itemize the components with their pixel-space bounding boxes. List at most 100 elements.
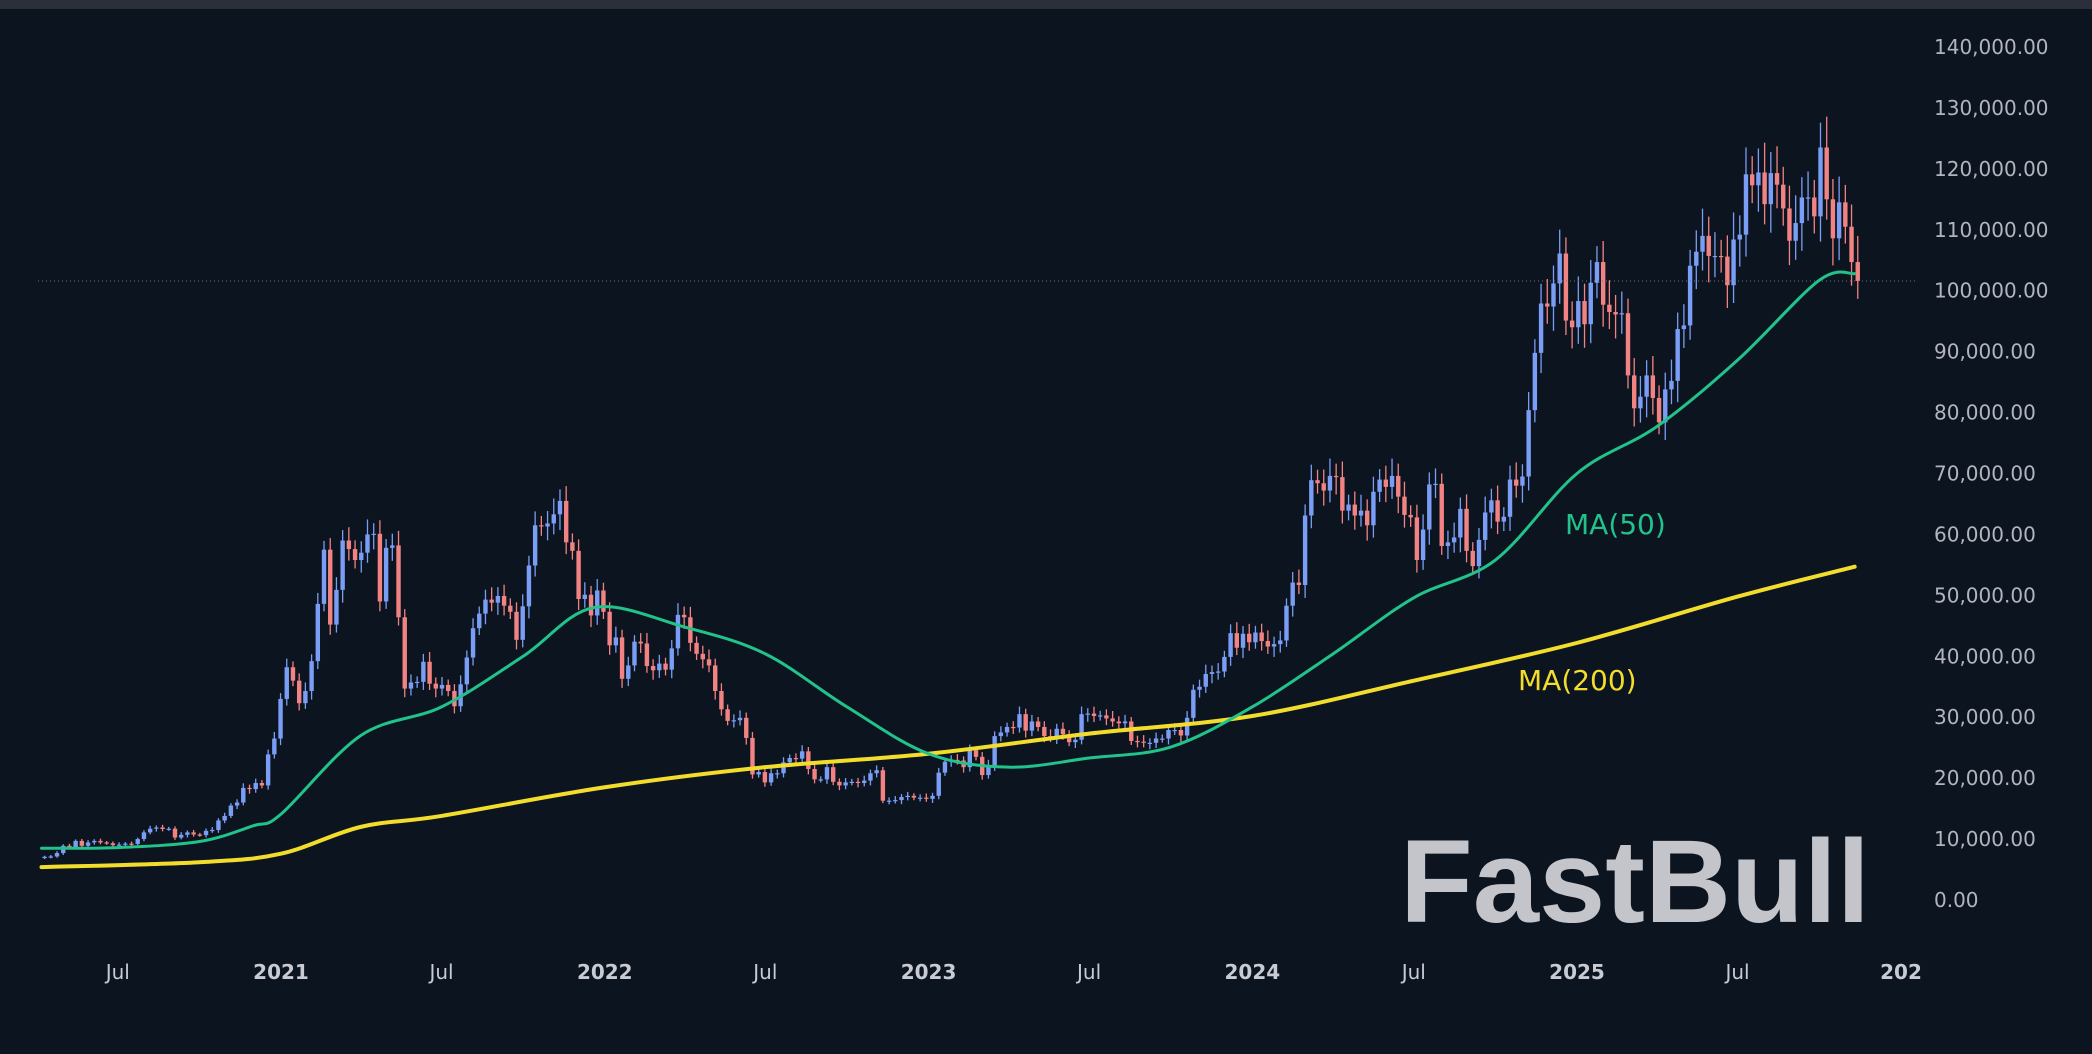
candle-body — [483, 599, 488, 614]
candle-body — [1557, 253, 1562, 284]
candle — [483, 589, 488, 625]
candle — [1066, 730, 1072, 747]
candle-body — [762, 772, 768, 783]
y-tick-label: 80,000.00 — [1934, 401, 2036, 425]
candle-body — [1309, 480, 1314, 516]
candle-body — [750, 737, 755, 775]
candle — [433, 677, 438, 698]
candle — [818, 776, 823, 783]
candle — [48, 854, 54, 859]
x-tick-label: Jul — [104, 960, 130, 984]
candle — [793, 753, 799, 764]
candle — [1495, 485, 1500, 535]
candle-body — [669, 648, 674, 670]
candle-body — [1066, 734, 1072, 743]
candle — [396, 530, 401, 626]
candle-body — [1054, 728, 1059, 738]
candle — [1718, 239, 1724, 273]
candle-body — [1737, 234, 1742, 240]
candle-body — [1228, 633, 1233, 657]
candle-body — [539, 525, 544, 527]
candle-body — [768, 773, 774, 783]
candle — [520, 594, 525, 648]
candle-body — [1743, 174, 1749, 235]
candle — [893, 795, 898, 804]
candle — [700, 645, 705, 669]
candle-body — [626, 665, 631, 679]
candle-body — [1818, 147, 1823, 217]
candle — [489, 587, 494, 612]
candle — [582, 582, 588, 608]
candle-body — [744, 717, 749, 738]
candle — [843, 778, 848, 790]
candle — [886, 797, 892, 805]
candle — [383, 539, 389, 609]
candle-body — [657, 663, 662, 671]
candle-body — [1756, 172, 1761, 186]
candle — [1439, 473, 1444, 555]
candle — [1563, 237, 1569, 336]
candle — [1694, 230, 1699, 290]
candle-body — [346, 540, 352, 550]
candle-body — [1352, 504, 1357, 516]
candle — [1526, 391, 1531, 491]
candle — [1079, 706, 1084, 745]
top-bar — [0, 0, 2092, 9]
candle-body — [862, 780, 867, 784]
candle-body — [706, 659, 712, 666]
candle-body — [1427, 484, 1432, 530]
x-tick-label: 202 — [1880, 960, 1922, 984]
candle — [309, 654, 314, 700]
candle — [806, 747, 811, 775]
candle — [1420, 514, 1426, 570]
candle-body — [48, 856, 54, 858]
candle-body — [855, 781, 861, 784]
candle — [315, 592, 321, 670]
candle — [1514, 462, 1519, 498]
ma200-line — [39, 564, 1857, 870]
candle-body — [1234, 633, 1240, 648]
candle — [1178, 725, 1184, 743]
candle-body — [1613, 312, 1618, 315]
candle — [1458, 497, 1463, 553]
candle-body — [464, 657, 470, 685]
candle — [539, 515, 544, 536]
candle-body — [787, 758, 792, 763]
x-axis[interactable]: Jul 2021 Jul 2022 Jul 2023 Jul 2024 Jul 2025 Jul 20… — [104, 960, 1922, 984]
candle — [303, 682, 308, 709]
candle-body — [321, 549, 327, 604]
candle — [321, 540, 327, 612]
candle-body — [1104, 715, 1109, 719]
candle — [352, 540, 358, 569]
candle — [1333, 463, 1339, 495]
candle — [613, 626, 619, 653]
candle — [1576, 276, 1581, 344]
candle — [1135, 735, 1140, 748]
candle-body — [1135, 740, 1140, 743]
candle-body — [1700, 235, 1705, 252]
candle — [1290, 572, 1295, 617]
candle-body — [1569, 320, 1575, 328]
candle-body — [1302, 515, 1308, 585]
candle — [1427, 472, 1432, 545]
candle-body — [775, 773, 780, 775]
candle — [675, 603, 681, 656]
candle — [1756, 148, 1761, 212]
candle — [1501, 507, 1507, 532]
candle — [1160, 734, 1165, 743]
candle — [110, 841, 116, 848]
candle-body — [713, 665, 718, 692]
candle-body — [1712, 255, 1718, 258]
candle — [346, 527, 352, 561]
candle-body — [992, 736, 997, 766]
candle-body — [632, 641, 637, 666]
y-axis[interactable]: 140,000.00 130,000.00 120,000.00 110,000.00… — [1934, 35, 2049, 912]
candle-body — [799, 751, 805, 759]
candle-body — [1147, 742, 1153, 745]
ma50-label: MA(50) — [1565, 508, 1666, 541]
x-tick-label: Jul — [427, 960, 453, 984]
candle-body — [1042, 726, 1047, 737]
candle-body — [1681, 325, 1687, 330]
candle — [619, 629, 625, 688]
